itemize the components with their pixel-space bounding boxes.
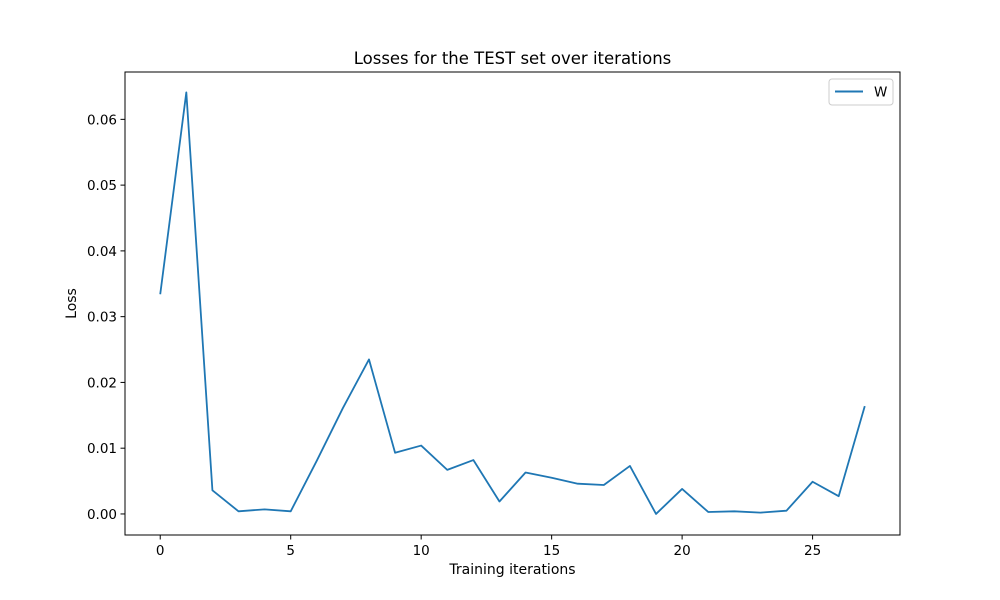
y-tick-label: 0.03 (87, 310, 117, 326)
y-tick-label: 0.01 (87, 441, 117, 457)
y-tick-label: 0.06 (87, 112, 117, 128)
data-point (681, 488, 683, 490)
data-point (368, 358, 370, 360)
data-point (759, 512, 761, 514)
data-point (264, 508, 266, 510)
y-tick-label: 0.04 (87, 244, 117, 260)
data-point (707, 511, 709, 513)
x-tick-label: 25 (804, 543, 821, 559)
data-point (446, 469, 448, 471)
x-tick-label: 20 (674, 543, 691, 559)
data-point (577, 483, 579, 485)
x-axis-label: Training iterations (448, 562, 575, 578)
y-tick-label: 0.00 (87, 507, 117, 523)
legend-label: W (874, 85, 887, 101)
series-line-W (159, 91, 866, 515)
plot-frame (124, 71, 901, 536)
data-point (525, 472, 527, 474)
data-point (185, 91, 187, 93)
data-point (472, 459, 474, 461)
x-tick-label: 0 (156, 543, 165, 559)
data-point (655, 513, 657, 515)
data-point (159, 293, 161, 295)
x-tick-label: 5 (286, 543, 295, 559)
y-axis-label: Loss (64, 288, 80, 319)
data-point (290, 510, 292, 512)
data-point (316, 460, 318, 462)
data-point (629, 465, 631, 467)
data-point (838, 495, 840, 497)
data-point (342, 407, 344, 409)
data-point (420, 445, 422, 447)
data-point (733, 510, 735, 512)
data-point (551, 477, 553, 479)
x-tick-label: 10 (413, 543, 430, 559)
data-point (603, 484, 605, 486)
data-point (812, 481, 814, 483)
data-point (211, 489, 213, 491)
plot-area: 0 5 10 15 20 25 0.00 0.01 0.02 0.03 0.04 0.05 0.06 (87, 91, 866, 559)
data-point (498, 500, 500, 502)
y-tick-label: 0.02 (87, 375, 117, 391)
data-point (864, 405, 866, 407)
data-point (394, 452, 396, 454)
data-point (785, 510, 787, 512)
chart-title: Losses for the TEST set over iterations (354, 49, 672, 68)
y-tick-label: 0.05 (87, 178, 117, 194)
data-point (238, 510, 240, 512)
x-tick-label: 15 (543, 543, 560, 559)
legend: W (828, 78, 894, 106)
